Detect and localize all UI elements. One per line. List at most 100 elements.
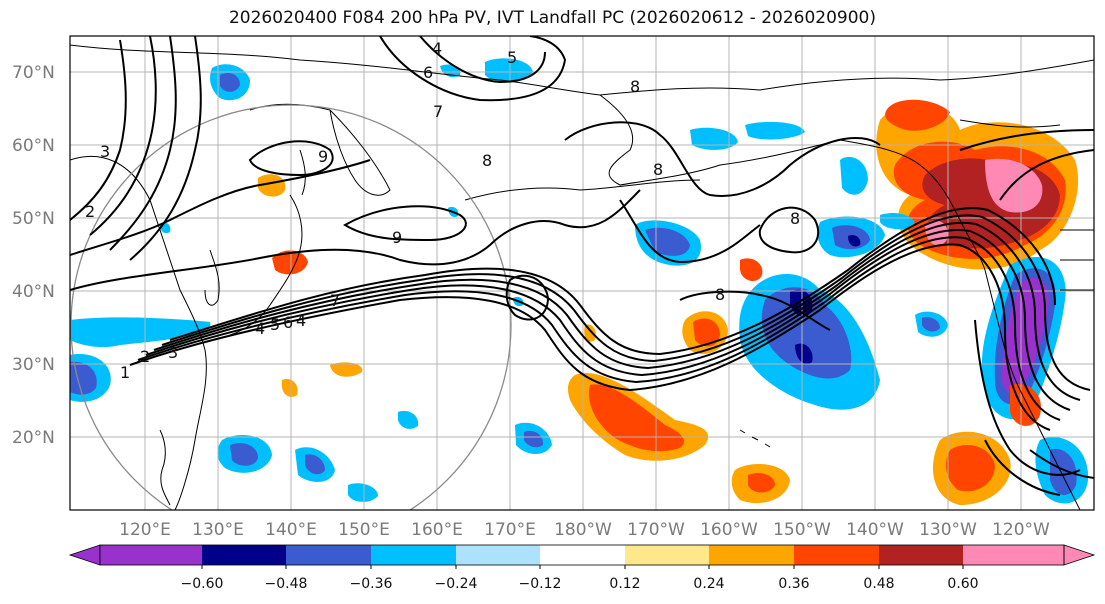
- shade-positive-south-inner: [748, 473, 775, 493]
- coast-east-asia: [70, 155, 207, 510]
- shade-negative-gulf-n: [840, 156, 868, 195]
- pv-contour-4: [153, 221, 1081, 401]
- colorbar-tick-neg012: −0.12: [519, 576, 562, 592]
- pv-contour-w4: [129, 36, 202, 261]
- colorbar-extend-min: [68, 544, 101, 566]
- lon-label-130w: 130°W: [919, 520, 977, 540]
- colorbar-bin-7: [625, 545, 709, 565]
- contour-label-3-jet: 3: [168, 343, 178, 362]
- lon-label-150e: 150°E: [338, 520, 390, 540]
- shade-positive-subtropic-e-inner: [946, 445, 995, 492]
- shade-negative-gulf-ne: [880, 213, 915, 230]
- contour-label-9-okhotsk: 9: [318, 147, 328, 166]
- shade-positive-streak-inner: [588, 384, 685, 452]
- contour-label-8-aleutian: 8: [482, 151, 492, 170]
- coast-aleutians: [464, 179, 701, 201]
- colorbar-tick-pos024: 0.24: [693, 576, 724, 592]
- lon-label-160e: 160°E: [411, 520, 463, 540]
- shade-positive-ak: [885, 99, 950, 131]
- pv-contour-2: [137, 236, 1061, 421]
- lon-label-120w: 120°W: [992, 520, 1050, 540]
- lon-label-120e: 120°E: [119, 520, 171, 540]
- map-title: 2026020400 F084 200 hPa PV, IVT Landfall…: [228, 8, 876, 28]
- colorbar-bin-2: [202, 545, 286, 565]
- lon-label-140w: 140°W: [846, 520, 904, 540]
- pv-contour-9a: [343, 205, 467, 242]
- shade-positive-sw-small: [584, 324, 596, 342]
- contour-label-6-jet: 6: [283, 313, 293, 332]
- coast-korea: [204, 249, 220, 306]
- pv-contour-ak2: [619, 199, 761, 264]
- shade-negative-siberia-inner: [220, 73, 240, 92]
- shade-positive-dateline: [740, 258, 763, 282]
- contour-label-9-kuril: 9: [392, 228, 402, 247]
- pv-contour-arctic2: [419, 36, 546, 84]
- lon-label-130e: 130°E: [192, 520, 244, 540]
- shade-positive-japan: [272, 250, 308, 275]
- coast-philippines: [159, 429, 171, 506]
- shade-positive-kamchatka-sea: [258, 174, 286, 197]
- shade-negative-arctic: [485, 58, 533, 83]
- shade-negative-se-inner: [1050, 449, 1077, 496]
- lon-label-160w: 160°W: [700, 520, 758, 540]
- lat-label-70: 70°N: [12, 63, 55, 83]
- colorbar-tick-neg024: −0.24: [435, 576, 478, 592]
- pv-contours: [70, 36, 1094, 496]
- pv-contour-1: [129, 243, 1051, 431]
- pv-contour-ne: [959, 129, 1094, 201]
- colorbar: −0.60 −0.48 −0.36 −0.24 −0.12 0.12 0.24 …: [68, 544, 1096, 592]
- colorbar-bin-10: [879, 545, 963, 565]
- colorbar-bin-6: [540, 545, 625, 565]
- colorbar-ticks: [201, 565, 964, 569]
- lon-label-170w: 170°W: [627, 520, 685, 540]
- coast-canada-interior: [959, 119, 1094, 291]
- contour-label-2-west: 2: [85, 202, 95, 221]
- pv-contour-6: [169, 207, 1056, 356]
- coast-kamchatka: [329, 109, 391, 196]
- lon-label-140e: 140°E: [265, 520, 317, 540]
- contour-label-7-jet: 7: [330, 291, 340, 310]
- colorbar-tick-neg036: −0.36: [350, 576, 393, 592]
- colorbar-tick-pos036: 0.36: [778, 576, 809, 592]
- coast-bc: [839, 139, 986, 271]
- lat-label-30: 30°N: [12, 355, 55, 375]
- shade-negative-sw3: [348, 483, 378, 502]
- coast-siberia-n: [70, 44, 601, 96]
- shade-negative-midpac-peak2: [795, 343, 813, 365]
- pv-contour-loop2: [505, 274, 550, 321]
- pv-contour-ak1: [564, 121, 881, 197]
- longitude-labels: 120°E 130°E 140°E 150°E 160°E 170°E 180°…: [119, 520, 1050, 540]
- shade-negative-gulf-w-peak: [848, 235, 861, 247]
- analysis-circle: [70, 104, 512, 510]
- contour-label-7-arctic: 7: [433, 102, 443, 121]
- colorbar-bin-4: [371, 545, 456, 565]
- shade-negative-bering: [690, 127, 738, 150]
- pv-contour-se2: [984, 439, 1094, 496]
- shade-negative-w-band: [70, 317, 211, 348]
- colorbar-bin-3: [286, 545, 371, 565]
- contour-label-5-arctic: 5: [507, 48, 517, 67]
- pv-contour-5: [161, 214, 1091, 391]
- pv-contour-se1: [974, 319, 1081, 476]
- colorbar-bin-5: [456, 545, 540, 565]
- lon-label-170e: 170°E: [484, 520, 536, 540]
- contour-label-8-alaska: 8: [630, 77, 640, 96]
- pv-contour-w1: [70, 39, 127, 221]
- map-frame: [69, 35, 1095, 511]
- colorbar-bin-11: [963, 545, 1064, 565]
- colorbar-bin-1: [100, 545, 202, 565]
- colorbar-tick-neg060: −0.60: [181, 576, 224, 592]
- colorbar-bin-9: [794, 545, 879, 565]
- shade-negative-sw4: [398, 410, 419, 429]
- shade-negative-bering2: [745, 121, 805, 140]
- pv-contour-3: [145, 229, 1071, 411]
- latitude-labels: 70°N 60°N 50°N 40°N 30°N 20°N: [12, 63, 55, 448]
- colorbar-tick-pos060: 0.60: [947, 576, 978, 592]
- contour-label-6-arctic: 6: [423, 63, 433, 82]
- coast-hawaii: [739, 429, 771, 448]
- pv-contour-7: [70, 189, 641, 291]
- lon-label-150w: 150°W: [773, 520, 831, 540]
- pv-contour-w3: [109, 36, 177, 251]
- lat-label-20: 20°N: [12, 428, 55, 448]
